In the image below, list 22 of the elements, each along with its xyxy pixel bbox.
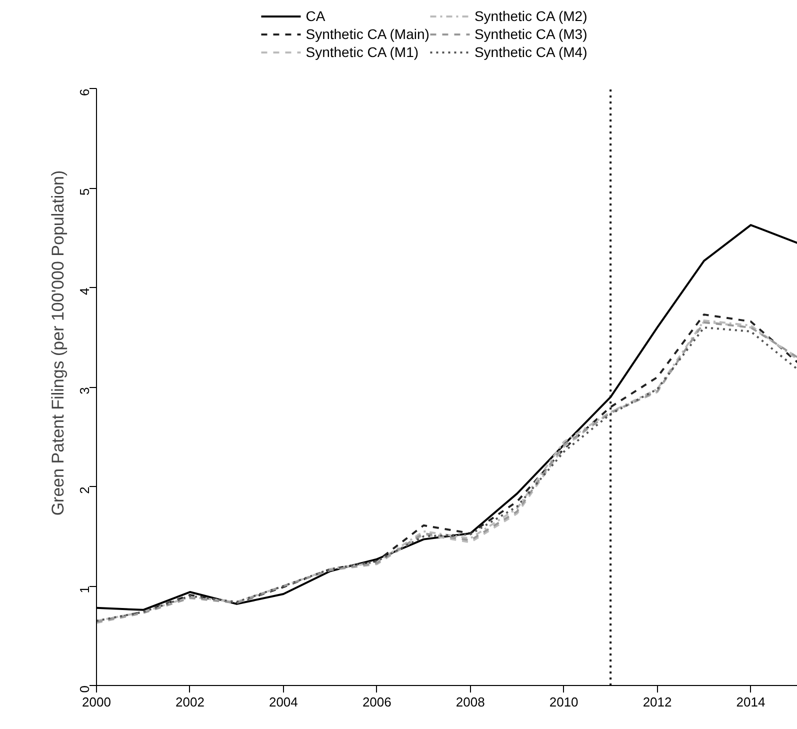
- legend-label: Synthetic CA (Main): [306, 24, 430, 43]
- y-tick-label: 6: [77, 88, 92, 96]
- y-tick-label: 5: [77, 188, 92, 196]
- x-tick-label: 2008: [456, 694, 485, 710]
- x-tick-label: 2014: [736, 694, 766, 710]
- y-tick-label: 1: [77, 586, 92, 594]
- x-tick-label: 2006: [362, 694, 392, 710]
- legend-label: Synthetic CA (M1): [306, 42, 419, 61]
- legend-label: Synthetic CA (M2): [474, 6, 588, 25]
- legend-label: CA: [306, 6, 326, 25]
- legend-label: Synthetic CA (M3): [474, 24, 588, 43]
- y-tick-label: 2: [77, 486, 92, 494]
- x-tick-label: 2000: [82, 694, 111, 710]
- y-tick-label: 0: [77, 685, 92, 693]
- x-tick-label: 2010: [549, 694, 578, 710]
- x-tick-label: 2002: [176, 694, 204, 710]
- x-tick-label: 2004: [268, 694, 298, 710]
- y-tick-label: 4: [77, 288, 92, 295]
- x-tick-label: 2012: [642, 694, 672, 710]
- y-tick-label: 3: [77, 387, 92, 394]
- legend-label: Synthetic CA (M4): [474, 42, 588, 61]
- y-axis-title: Green Patent Filings (per 100'000 Population): [48, 170, 68, 516]
